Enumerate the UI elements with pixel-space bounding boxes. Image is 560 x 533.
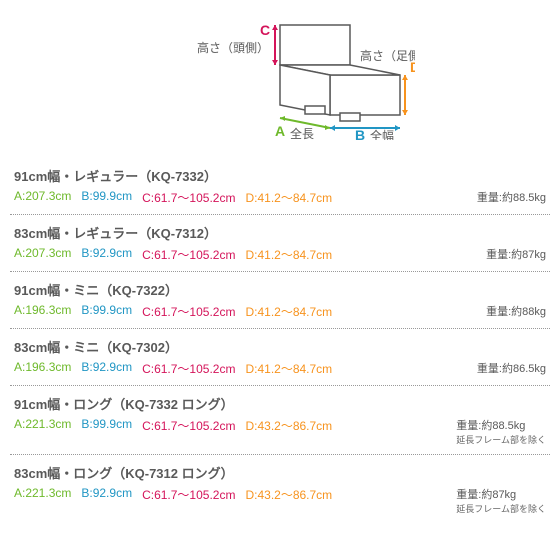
dim-a: A:221.3cm [14,417,71,434]
weight: 重量:約88.5kg [477,189,546,205]
diagram-c-text: 高さ（頭側） [197,40,269,55]
spec-title: 83cm幅・レギュラー（KQ-7312） [14,223,546,242]
dim-c: C:61.7～105.2cm [142,246,235,263]
diagram-a-text: 全長 [290,126,314,140]
spec-title: 91cm幅・ロング（KQ-7332 ロング） [14,394,546,413]
dim-d: D:43.2～86.7cm [245,417,332,434]
dim-a: A:207.3cm [14,246,71,263]
diagram-b-letter: B [355,127,365,140]
dim-a: A:221.3cm [14,486,71,503]
spec-title: 83cm幅・ロング（KQ-7312 ロング） [14,463,546,482]
dim-b: B:99.9cm [81,189,132,206]
dim-b: B:99.9cm [81,417,132,434]
spec-title: 83cm幅・ミニ（KQ-7302） [14,337,546,356]
dim-c: C:61.7～105.2cm [142,189,235,206]
dim-c: C:61.7～105.2cm [142,486,235,503]
dim-d: D:41.2～84.7cm [245,360,332,377]
bed-diagram: C 高さ（頭側） D 高さ（足側） A 全長 B 全幅 [10,10,550,143]
dim-b: B:92.9cm [81,486,132,503]
dim-c: C:61.7～105.2cm [142,360,235,377]
dim-b: B:92.9cm [81,246,132,263]
spec-row: 83cm幅・ミニ（KQ-7302） A:196.3cm B:92.9cm C:61.7… [10,329,550,386]
weight-note: 延長フレーム部を除く [456,502,546,515]
dim-a: A:196.3cm [14,360,71,377]
spec-row: 91cm幅・ミニ（KQ-7322） A:196.3cm B:99.9cm C:61.7… [10,272,550,329]
dim-b: B:92.9cm [81,360,132,377]
spec-row: 83cm幅・ロング（KQ-7312 ロング） A:221.3cm B:92.9cm C… [10,455,550,523]
dim-d: D:41.2～84.7cm [245,246,332,263]
spec-row: 83cm幅・レギュラー（KQ-7312） A:207.3cm B:92.9cm C:6… [10,215,550,272]
spec-row: 91cm幅・レギュラー（KQ-7332） A:207.3cm B:99.9cm C:6… [10,158,550,215]
weight: 重量:約86.5kg [477,360,546,376]
diagram-d-text: 高さ（足側） [360,48,415,63]
dim-d: D:43.2～86.7cm [245,486,332,503]
dim-d: D:41.2～84.7cm [245,189,332,206]
weight: 重量:約88.5kg [456,417,546,433]
weight: 重量:約88kg [486,303,546,319]
spec-list: 91cm幅・レギュラー（KQ-7332） A:207.3cm B:99.9cm C:6… [10,158,550,523]
dim-a: A:196.3cm [14,303,71,320]
dim-d: D:41.2～84.7cm [245,303,332,320]
spec-title: 91cm幅・ミニ（KQ-7322） [14,280,546,299]
dim-a: A:207.3cm [14,189,71,206]
weight: 重量:約87kg [486,246,546,262]
diagram-c-letter: C [260,22,270,38]
dim-c: C:61.7～105.2cm [142,417,235,434]
weight-note: 延長フレーム部を除く [456,433,546,446]
diagram-a-letter: A [275,123,285,139]
diagram-b-text: 全幅 [370,128,394,140]
spec-title: 91cm幅・レギュラー（KQ-7332） [14,166,546,185]
dim-b: B:99.9cm [81,303,132,320]
weight: 重量:約87kg [456,486,546,502]
spec-row: 91cm幅・ロング（KQ-7332 ロング） A:221.3cm B:99.9cm C… [10,386,550,455]
dim-c: C:61.7～105.2cm [142,303,235,320]
